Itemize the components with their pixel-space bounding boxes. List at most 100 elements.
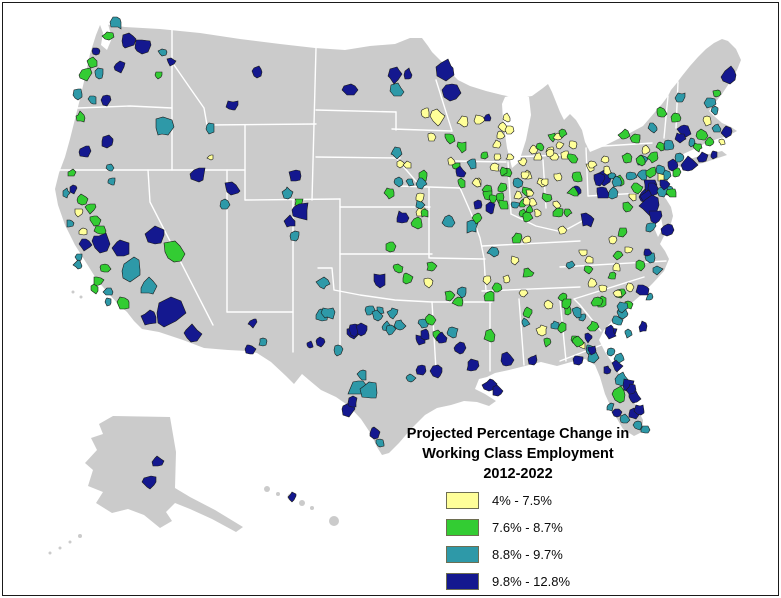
metro-area-patch bbox=[415, 364, 427, 376]
metro-area-patch bbox=[710, 150, 718, 160]
metro-area-patch bbox=[393, 319, 407, 331]
metro-area-patch bbox=[93, 276, 105, 287]
metro-area-patch bbox=[517, 157, 528, 167]
metro-area-patch bbox=[568, 140, 578, 150]
metro-area-patch bbox=[504, 125, 515, 135]
metro-area-patch bbox=[315, 336, 326, 348]
metro-area-patch bbox=[612, 289, 623, 298]
metro-area-patch bbox=[166, 57, 177, 67]
metro-area-patch bbox=[518, 289, 529, 298]
metro-area-patch bbox=[121, 32, 137, 49]
legend-swatch-class3 bbox=[446, 545, 479, 563]
metro-area-patch bbox=[607, 271, 617, 280]
metro-area-patch bbox=[76, 193, 89, 206]
metro-area-patch bbox=[674, 132, 687, 144]
metro-area-patch bbox=[410, 216, 423, 230]
metro-area-patch bbox=[105, 163, 115, 172]
metro-area-patch bbox=[483, 290, 495, 302]
metro-area-patch bbox=[672, 167, 682, 178]
metro-area-patch bbox=[566, 153, 579, 164]
metro-area-patch bbox=[444, 290, 456, 302]
metro-area-patch bbox=[611, 315, 624, 326]
metro-area-patch bbox=[624, 328, 633, 339]
metro-area-patch bbox=[466, 158, 477, 170]
metro-area-patch bbox=[396, 159, 406, 169]
metro-area-patch bbox=[499, 166, 508, 177]
metro-area-patch bbox=[104, 297, 112, 307]
metro-area-patch bbox=[688, 137, 696, 148]
metro-area-patch bbox=[521, 317, 531, 328]
metro-area-patch bbox=[635, 259, 646, 272]
metro-area-patch bbox=[587, 160, 598, 169]
metro-area-patch bbox=[78, 145, 92, 158]
metro-area-patch bbox=[420, 107, 430, 119]
metro-area-patch bbox=[571, 171, 583, 183]
legend-item: 9.8% - 12.8% bbox=[446, 572, 654, 590]
metro-area-patch bbox=[493, 153, 502, 161]
metro-area-patch bbox=[91, 232, 111, 254]
metro-area-patch bbox=[710, 105, 719, 116]
metro-area-patch bbox=[645, 166, 657, 179]
metro-area-patch bbox=[86, 56, 98, 69]
metro-area-patch bbox=[625, 282, 635, 293]
metro-area-patch bbox=[498, 199, 509, 210]
metro-area-patch bbox=[674, 92, 686, 103]
metro-area-patch bbox=[512, 177, 524, 189]
metro-area-patch bbox=[219, 198, 231, 210]
metro-area-patch bbox=[67, 168, 77, 177]
metro-area-patch bbox=[415, 199, 426, 210]
metro-area-patch bbox=[288, 169, 302, 182]
metro-area-patch bbox=[453, 341, 467, 355]
metro-area-patch bbox=[670, 112, 682, 123]
legend-label-class3: 8.8% - 9.7% bbox=[492, 546, 563, 562]
metro-area-patch bbox=[611, 359, 624, 373]
metro-area-patch bbox=[547, 132, 556, 143]
metro-area-patch bbox=[563, 208, 573, 218]
metro-area-patch bbox=[619, 413, 631, 424]
metro-area-patch bbox=[457, 177, 466, 189]
metro-area-patch bbox=[606, 347, 616, 357]
metro-area-patch bbox=[578, 249, 588, 257]
metro-area-patch bbox=[629, 133, 641, 144]
metro-area-patch bbox=[608, 235, 618, 245]
metro-area-patch bbox=[720, 65, 737, 85]
metro-area-patch bbox=[603, 365, 612, 375]
metro-area-patch bbox=[505, 153, 515, 161]
metro-area-patch bbox=[703, 97, 717, 109]
metro-area-patch bbox=[552, 200, 562, 210]
metro-area-patch bbox=[571, 335, 585, 348]
metro-area-patch bbox=[695, 128, 709, 141]
metro-area-patch bbox=[604, 324, 617, 340]
metro-area-patch bbox=[586, 320, 600, 332]
metro-area-patch bbox=[635, 284, 650, 296]
metro-area-patch bbox=[482, 275, 492, 286]
metro-area-patch bbox=[258, 337, 268, 347]
metro-area-patch bbox=[189, 167, 206, 183]
metro-area-patch bbox=[109, 16, 122, 30]
metro-area-patch bbox=[522, 306, 533, 319]
metro-area-patch bbox=[386, 307, 399, 320]
metro-area-patch bbox=[116, 296, 130, 310]
metro-area-patch bbox=[680, 155, 699, 172]
metro-area-patch bbox=[225, 100, 239, 111]
metro-area-patch bbox=[593, 172, 606, 187]
metro-area-patch bbox=[621, 152, 633, 164]
metro-area-patch bbox=[403, 67, 413, 80]
metro-area-patch bbox=[424, 313, 437, 326]
metro-area-patch bbox=[74, 208, 84, 218]
metro-area-patch bbox=[99, 263, 112, 273]
metro-area-patch bbox=[113, 60, 126, 74]
metro-area-patch bbox=[648, 210, 663, 225]
metro-area-patch bbox=[617, 227, 628, 238]
legend-label-class1: 4% - 7.5% bbox=[492, 492, 552, 508]
metro-area-patch bbox=[121, 256, 141, 283]
metro-area-patch bbox=[603, 165, 612, 176]
metro-area-patch bbox=[612, 250, 624, 261]
metro-area-patch bbox=[224, 181, 241, 196]
metro-area-patch bbox=[456, 141, 467, 154]
metro-area-patch bbox=[163, 240, 186, 263]
metro-area-patch bbox=[72, 88, 83, 101]
metro-area-patch bbox=[320, 307, 336, 320]
metro-area-patch bbox=[566, 186, 579, 197]
metro-area-patch bbox=[628, 193, 637, 202]
